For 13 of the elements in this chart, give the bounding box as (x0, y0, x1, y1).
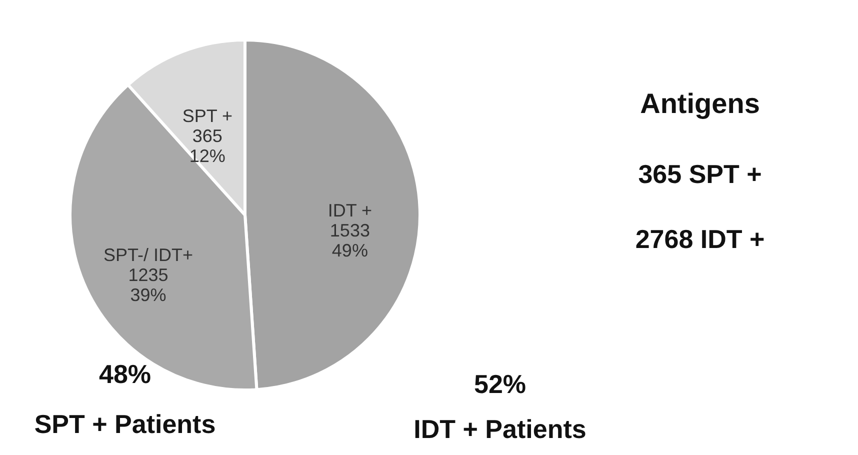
text: IDT + Patients (414, 414, 586, 444)
text: 365 SPT + (638, 159, 762, 189)
data-label: 1235 39% (128, 264, 168, 305)
text: Antigens (640, 88, 760, 119)
text: 48% (98, 359, 152, 389)
data-label: 1533 49% (330, 220, 370, 260)
slice-label: IDT + (328, 200, 372, 220)
text: 52% (474, 369, 526, 399)
slice-label: SPT + (182, 106, 233, 126)
text: SPT + Patients (34, 409, 216, 439)
slice-label: SPT-/ IDT+ (104, 244, 194, 265)
data-label: 365 12% (189, 126, 226, 166)
text: 2768 IDT + (635, 224, 765, 254)
